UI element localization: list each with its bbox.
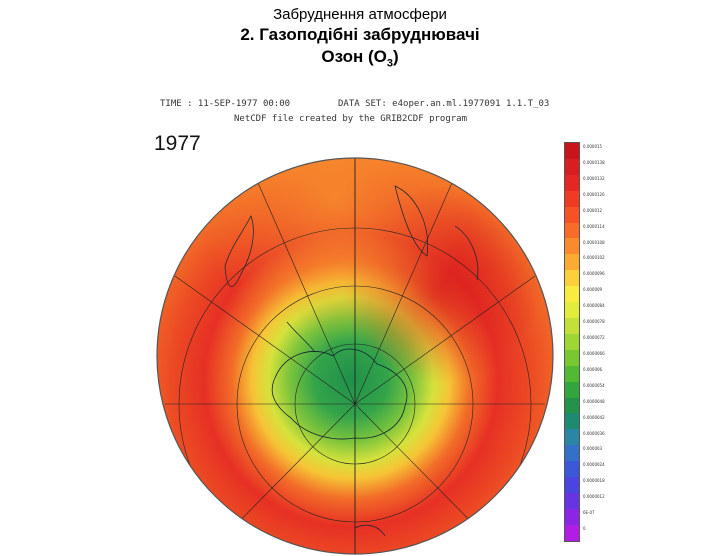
colorbar-segment bbox=[565, 190, 579, 207]
colorbar-segment bbox=[565, 524, 579, 541]
colorbar-tick-label: 0.0000102 bbox=[583, 255, 605, 261]
colorbar-tick-label: 0.0000036 bbox=[583, 430, 605, 436]
colorbar-segment bbox=[565, 508, 579, 525]
slide-supertitle: Забруднення атмосфери bbox=[273, 6, 447, 23]
colorbar-segment bbox=[565, 492, 579, 509]
colorbar-tick-label: 0 bbox=[583, 526, 586, 532]
colorbar-segment bbox=[565, 302, 579, 318]
colorbar-segment bbox=[565, 365, 579, 382]
ozone-globe-map bbox=[156, 157, 554, 555]
colorbar-tick-label: 0.000012 bbox=[583, 207, 603, 213]
colorbar-segment bbox=[565, 445, 579, 462]
colorbar-tick-label: 0.000006 bbox=[583, 366, 603, 372]
colorbar-segment bbox=[565, 333, 579, 350]
colorbar-segment bbox=[565, 286, 579, 303]
colorbar-tick-label: 0.0000072 bbox=[583, 335, 605, 341]
colorbar-tick-label: 0.0000054 bbox=[583, 382, 605, 388]
colorbar bbox=[564, 142, 580, 542]
colorbar-tick-label: 0.0000078 bbox=[583, 319, 605, 325]
colorbar-tick-label: 0.0000096 bbox=[583, 271, 605, 277]
colorbar-tick-label: 0.000009 bbox=[583, 287, 603, 293]
colorbar-segment bbox=[565, 381, 579, 398]
colorbar-tick-label: 0.0000012 bbox=[583, 494, 605, 500]
colorbar-tick-label: 0.0000042 bbox=[583, 414, 605, 420]
figure-netcdf-label: NetCDF file created by the GRIB2CDF prog… bbox=[234, 114, 467, 124]
colorbar-tick-label: 0.000003 bbox=[583, 446, 603, 452]
colorbar-segment bbox=[565, 158, 579, 175]
colorbar-segment bbox=[565, 143, 579, 159]
colorbar-tick-label: 0.0000024 bbox=[583, 462, 605, 468]
colorbar-tick-label: 6E-07 bbox=[583, 510, 595, 516]
colorbar-segment bbox=[565, 222, 579, 239]
subtitle-suffix: ) bbox=[392, 47, 399, 66]
figure-dataset-label: DATA SET: e4oper.an.ml.1977091 1.1.T_03 bbox=[338, 99, 550, 109]
colorbar-tick-label: 0.0000018 bbox=[583, 478, 605, 484]
colorbar-segment bbox=[565, 317, 579, 334]
colorbar-tick-label: 0.0000084 bbox=[583, 303, 605, 309]
colorbar-tick-label: 0.0000108 bbox=[583, 239, 605, 245]
slide-subtitle: Озон (О3) bbox=[0, 47, 720, 69]
colorbar-segment bbox=[565, 238, 579, 255]
colorbar-segment bbox=[565, 349, 579, 366]
colorbar-tick-label: 0.0000132 bbox=[583, 175, 605, 181]
ozone-figure: TIME : 11-SEP-1977 00:00 DATA SET: e4ope… bbox=[150, 94, 605, 555]
colorbar-segment bbox=[565, 397, 579, 414]
colorbar-segment bbox=[565, 254, 579, 271]
year-label: 1977 bbox=[154, 132, 201, 155]
colorbar-tick-label: 0.0000138 bbox=[583, 159, 605, 165]
colorbar-segment bbox=[565, 270, 579, 287]
colorbar-tick-label: 0.0000048 bbox=[583, 398, 605, 404]
subtitle-subscript: 3 bbox=[386, 57, 393, 70]
subtitle-prefix: Озон (О bbox=[321, 47, 387, 66]
colorbar-tick-label: 0.0000066 bbox=[583, 350, 605, 356]
colorbar-tick-label: 0.0000114 bbox=[583, 223, 605, 229]
colorbar-segment bbox=[565, 174, 579, 191]
colorbar-segment bbox=[565, 206, 579, 223]
slide-title: 2. Газоподібні забруднювачі bbox=[240, 25, 480, 44]
figure-time-label: TIME : 11-SEP-1977 00:00 bbox=[160, 99, 291, 109]
colorbar-segment bbox=[565, 413, 579, 430]
colorbar-segment bbox=[565, 461, 579, 478]
colorbar-segment bbox=[565, 477, 579, 493]
colorbar-tick-label: 0.0000126 bbox=[583, 191, 605, 197]
colorbar-segment bbox=[565, 429, 579, 446]
colorbar-tick-label: 0.000015 bbox=[583, 144, 603, 149]
